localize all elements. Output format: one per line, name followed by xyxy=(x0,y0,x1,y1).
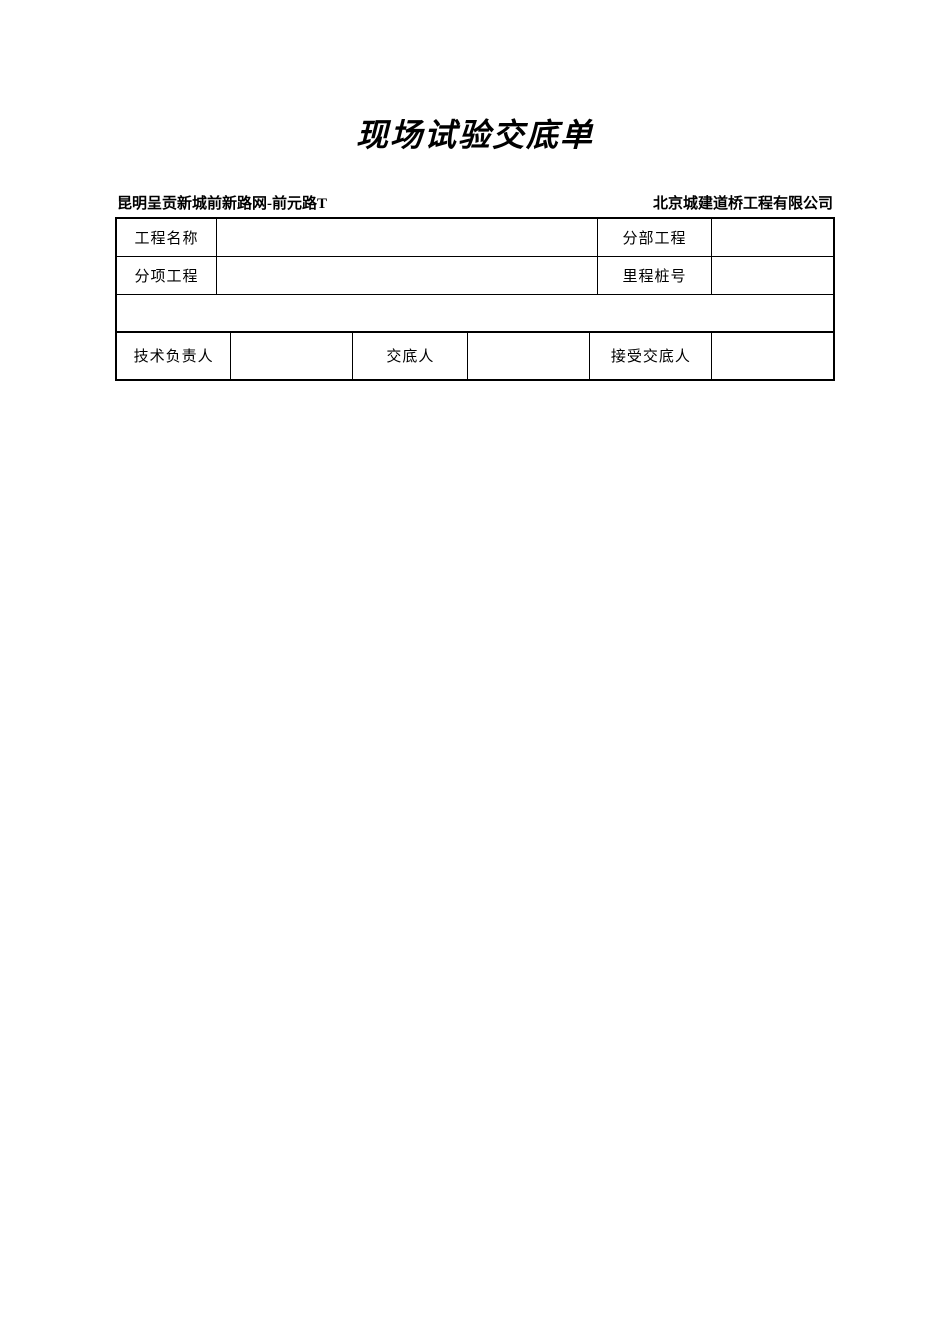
header-right: 北京城建道桥工程有限公司 xyxy=(653,192,833,213)
label-section-project: 分部工程 xyxy=(597,218,712,256)
label-brief-person: 交底人 xyxy=(353,332,468,380)
value-receiver[interactable] xyxy=(712,332,834,380)
signature-table: 技术负责人 交底人 接受交底人 xyxy=(115,331,835,381)
header-left: 昆明呈贡新城前新路网-前元路T xyxy=(117,192,327,213)
row-sub-project: 分项工程 里程桩号 xyxy=(116,256,834,294)
value-project-name[interactable] xyxy=(217,218,598,256)
main-form-table: 工程名称 分部工程 分项工程 里程桩号 xyxy=(115,217,835,333)
content-area[interactable] xyxy=(116,294,834,332)
label-tech-lead: 技术负责人 xyxy=(116,332,231,380)
value-tech-lead[interactable] xyxy=(231,332,353,380)
label-receiver: 接受交底人 xyxy=(590,332,712,380)
document-page: 现场试验交底单 昆明呈贡新城前新路网-前元路T 北京城建道桥工程有限公司 工程名… xyxy=(0,0,950,441)
label-mileage-stake: 里程桩号 xyxy=(597,256,712,294)
value-mileage-stake[interactable] xyxy=(712,256,834,294)
label-sub-project: 分项工程 xyxy=(116,256,217,294)
row-content xyxy=(116,294,834,332)
value-section-project[interactable] xyxy=(712,218,834,256)
document-title: 现场试验交底单 xyxy=(115,110,835,156)
label-project-name: 工程名称 xyxy=(116,218,217,256)
row-signatures: 技术负责人 交底人 接受交底人 xyxy=(116,332,834,380)
value-brief-person[interactable] xyxy=(468,332,590,380)
value-sub-project[interactable] xyxy=(217,256,598,294)
row-project-name: 工程名称 分部工程 xyxy=(116,218,834,256)
header-row: 昆明呈贡新城前新路网-前元路T 北京城建道桥工程有限公司 xyxy=(115,192,835,213)
